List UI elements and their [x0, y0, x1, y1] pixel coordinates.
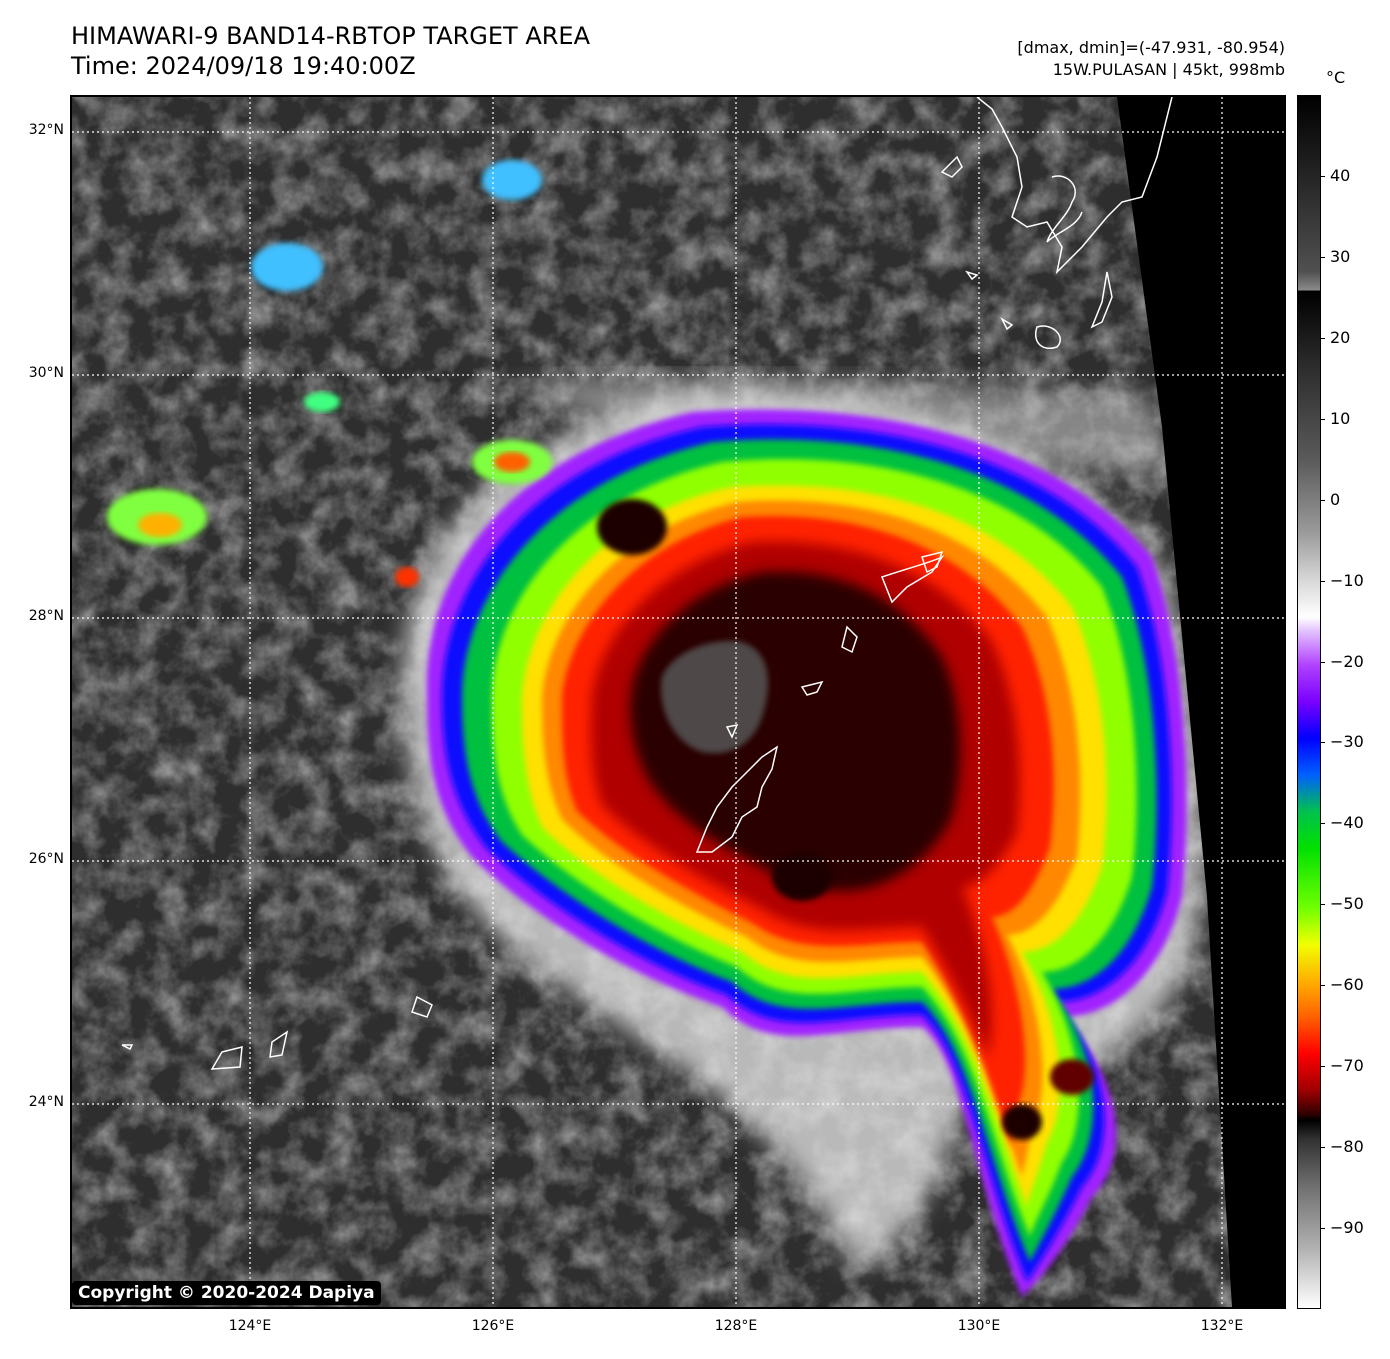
- storm-info-text: 15W.PULASAN | 45kt, 998mb: [1052, 60, 1285, 79]
- lat-label-26: 26°N: [28, 851, 64, 867]
- colorbar-tick: [1321, 1228, 1325, 1230]
- lon-label-132: 132°E: [1200, 1318, 1244, 1334]
- colorbar-tick-label: −70: [1330, 1056, 1364, 1076]
- colorbar-tick: [1321, 1066, 1325, 1068]
- colorbar-tick-label: 0: [1330, 489, 1341, 509]
- colorbar-tick: [1321, 499, 1325, 501]
- lon-label-130: 130°E: [957, 1318, 1001, 1334]
- data-range-text: [dmax, dmin]=(-47.931, -80.954): [1017, 38, 1285, 57]
- lat-label-30: 30°N: [28, 365, 64, 381]
- lon-label-128: 128°E: [714, 1318, 758, 1334]
- colorbar-tick-label: −10: [1330, 570, 1364, 590]
- colorbar-tick: [1321, 256, 1325, 258]
- coastlines: [121, 97, 1173, 1070]
- colorbar-tick-label: −30: [1330, 732, 1364, 752]
- colorbar-tick: [1321, 985, 1325, 987]
- colorbar-tick-label: 40: [1330, 165, 1351, 185]
- satellite-imagery: [72, 97, 1284, 1307]
- lat-label-32: 32°N: [28, 122, 64, 138]
- colorbar-tick: [1321, 418, 1325, 420]
- colorbar-tick: [1321, 1147, 1325, 1149]
- colorbar-tick: [1321, 175, 1325, 177]
- lon-label-124: 124°E: [228, 1318, 272, 1334]
- colorbar-tick-label: −40: [1330, 813, 1364, 833]
- off-disk-region: [1117, 97, 1284, 1307]
- lat-label-24: 24°N: [28, 1094, 64, 1110]
- colorbar-tick-label: −60: [1330, 975, 1364, 995]
- colorbar-tick-label: −50: [1330, 894, 1364, 914]
- colorbar-tick: [1321, 742, 1325, 744]
- colorbar-tick-label: −20: [1330, 651, 1364, 671]
- lat-label-28: 28°N: [28, 608, 64, 624]
- graticule: [72, 97, 1284, 1307]
- colorbar-tick: [1321, 661, 1325, 663]
- colorbar-tick: [1321, 904, 1325, 906]
- colorbar-tick: [1321, 337, 1325, 339]
- lon-label-126: 126°E: [471, 1318, 515, 1334]
- colorbar-tick-label: −80: [1330, 1137, 1364, 1157]
- map-title: HIMAWARI-9 BAND14-RBTOP TARGET AREA: [71, 22, 591, 50]
- colorbar-tick-label: 30: [1330, 246, 1351, 266]
- colorbar-unit: °C: [1326, 68, 1346, 87]
- map-time: Time: 2024/09/18 19:40:00Z: [71, 52, 416, 80]
- colorbar-tick: [1321, 823, 1325, 825]
- colorbar-tick-label: −90: [1330, 1218, 1364, 1238]
- colorbar-tick: [1321, 580, 1325, 582]
- satellite-map[interactable]: [70, 95, 1286, 1309]
- cloud-top-shading: [107, 160, 1187, 1297]
- copyright-badge: Copyright © 2020-2024 Dapiya: [72, 1281, 381, 1305]
- colorbar-tick-label: 10: [1330, 408, 1351, 428]
- colorbar-tick-label: 20: [1330, 327, 1351, 347]
- colorbar: [1297, 95, 1321, 1309]
